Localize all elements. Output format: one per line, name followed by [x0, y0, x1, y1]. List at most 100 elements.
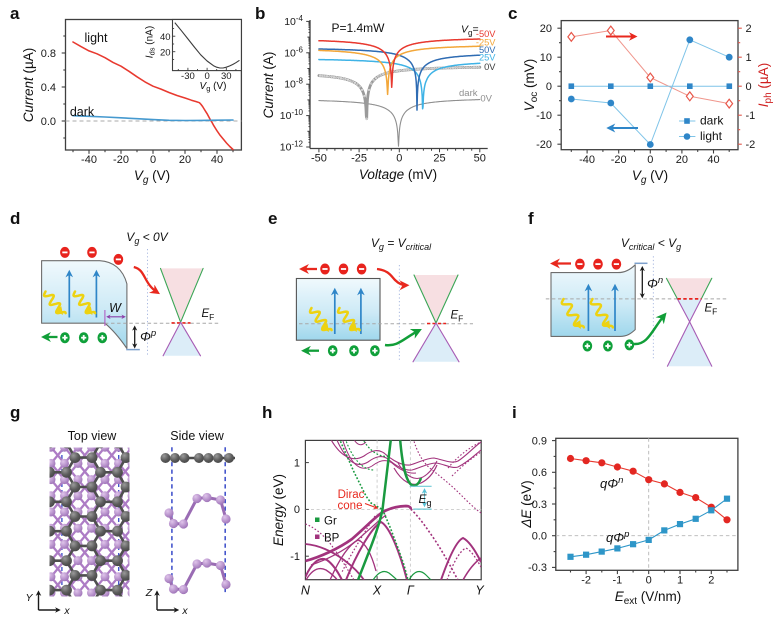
svg-text:0.4: 0.4	[41, 82, 56, 94]
svg-text:Y: Y	[25, 592, 33, 604]
svg-text:Y: Y	[475, 584, 485, 598]
svg-text:Iph (µA): Iph (µA)	[756, 63, 774, 107]
svg-text:qΦp: qΦp	[606, 529, 629, 545]
svg-text:-25: -25	[351, 153, 367, 165]
svg-text:Vg (V): Vg (V)	[200, 81, 227, 93]
svg-text:30: 30	[221, 71, 232, 82]
svg-text:0: 0	[646, 575, 652, 587]
svg-text:0.0: 0.0	[532, 531, 547, 543]
svg-text:-1: -1	[613, 575, 623, 587]
svg-text:d: d	[10, 209, 20, 228]
svg-text:c: c	[508, 4, 517, 23]
svg-text:20: 20	[676, 154, 688, 166]
svg-text:Eg: Eg	[419, 492, 432, 508]
svg-text:40: 40	[211, 154, 223, 166]
svg-text:-20: -20	[611, 154, 627, 166]
svg-text:e: e	[268, 209, 277, 228]
svg-text:Vg < 0V: Vg < 0V	[126, 230, 168, 246]
svg-text:f: f	[528, 209, 534, 228]
svg-text:-40: -40	[579, 154, 595, 166]
svg-text:Voltage (mV): Voltage (mV)	[359, 167, 437, 182]
svg-text:-10: -10	[536, 110, 552, 122]
svg-text:Dirac: Dirac	[338, 489, 365, 501]
svg-text:N: N	[301, 584, 311, 598]
svg-text:0: 0	[150, 154, 156, 166]
svg-text:1: 1	[677, 575, 683, 587]
svg-text:0: 0	[204, 71, 209, 82]
svg-text:cone: cone	[338, 500, 363, 512]
svg-text:i: i	[512, 403, 517, 422]
svg-text:-2: -2	[746, 139, 756, 151]
svg-text:2: 2	[708, 575, 714, 587]
svg-text:1: 1	[294, 457, 300, 469]
svg-text:0.3: 0.3	[532, 499, 547, 511]
svg-text:Vg (V): Vg (V)	[134, 168, 170, 186]
svg-text:Side view: Side view	[170, 429, 224, 443]
svg-text:ΔE (eV): ΔE (eV)	[519, 480, 534, 528]
svg-text:-50: -50	[311, 153, 327, 165]
svg-text:0: 0	[546, 81, 552, 93]
svg-text:0V: 0V	[484, 62, 496, 72]
svg-text:Voc (mV): Voc (mV)	[522, 59, 540, 112]
svg-text:-40: -40	[81, 154, 97, 166]
svg-text:Top view: Top view	[68, 429, 118, 443]
svg-text:Vg (V): Vg (V)	[632, 168, 668, 186]
svg-text:Vg = Vcritical: Vg = Vcritical	[371, 236, 432, 252]
svg-text:0: 0	[396, 153, 402, 165]
svg-text:2: 2	[746, 23, 752, 35]
svg-text:EF: EF	[705, 303, 718, 317]
svg-text:20: 20	[160, 48, 171, 59]
svg-text:dark: dark	[70, 105, 95, 119]
svg-text:40: 40	[707, 154, 719, 166]
svg-text:20: 20	[540, 23, 552, 35]
svg-text:10: 10	[540, 52, 552, 64]
svg-text:25: 25	[433, 153, 445, 165]
svg-text:-30: -30	[181, 71, 195, 82]
svg-text:-1: -1	[746, 110, 756, 122]
svg-text:-20: -20	[536, 139, 552, 151]
svg-text:X: X	[372, 584, 382, 598]
svg-text:P=1.4mW: P=1.4mW	[331, 21, 385, 35]
svg-text:Current (A): Current (A)	[261, 52, 276, 119]
svg-text:Ids (nA): Ids (nA)	[145, 26, 157, 58]
svg-text:50V: 50V	[479, 45, 496, 55]
svg-text:light: light	[85, 31, 108, 45]
svg-text:Energy (eV): Energy (eV)	[271, 474, 286, 546]
svg-text:dark: dark	[700, 114, 724, 128]
svg-text:EF: EF	[202, 308, 215, 322]
svg-text:h: h	[262, 403, 272, 422]
svg-text:qΦn: qΦn	[600, 475, 623, 491]
svg-text:a: a	[10, 4, 20, 23]
svg-text:0.6: 0.6	[532, 467, 547, 479]
svg-text:Vcritical < Vg: Vcritical < Vg	[621, 236, 681, 252]
svg-text:0: 0	[746, 81, 752, 93]
svg-text:EF: EF	[451, 310, 464, 324]
svg-text:50: 50	[474, 153, 486, 165]
svg-text:20: 20	[179, 154, 191, 166]
svg-text:-25V: -25V	[476, 38, 496, 48]
svg-text:g: g	[10, 403, 20, 422]
svg-text:Γ: Γ	[407, 584, 415, 598]
svg-text:x: x	[181, 605, 188, 617]
svg-text:25V: 25V	[479, 53, 496, 63]
svg-text:Vg=: Vg=	[461, 24, 479, 38]
svg-text:-2: -2	[581, 575, 591, 587]
svg-text:Eext (V/nm): Eext (V/nm)	[615, 589, 682, 607]
svg-text:b: b	[255, 4, 265, 23]
svg-text:Gr: Gr	[324, 516, 337, 528]
svg-text:Z: Z	[145, 587, 153, 599]
svg-text:40: 40	[160, 32, 171, 43]
svg-text:-20: -20	[113, 154, 129, 166]
svg-text:1: 1	[746, 52, 752, 64]
svg-text:W: W	[109, 301, 122, 315]
svg-text:0: 0	[647, 154, 653, 166]
svg-text:0.8: 0.8	[41, 48, 56, 60]
svg-text:dark: dark	[459, 88, 478, 99]
svg-text:light: light	[700, 129, 723, 143]
svg-text:x: x	[63, 605, 70, 617]
svg-text:-50V: -50V	[476, 29, 496, 39]
svg-text:0: 0	[294, 504, 300, 516]
svg-text:-0.3: -0.3	[528, 562, 547, 574]
svg-text:0V: 0V	[480, 94, 492, 105]
svg-text:0.9: 0.9	[532, 435, 547, 447]
